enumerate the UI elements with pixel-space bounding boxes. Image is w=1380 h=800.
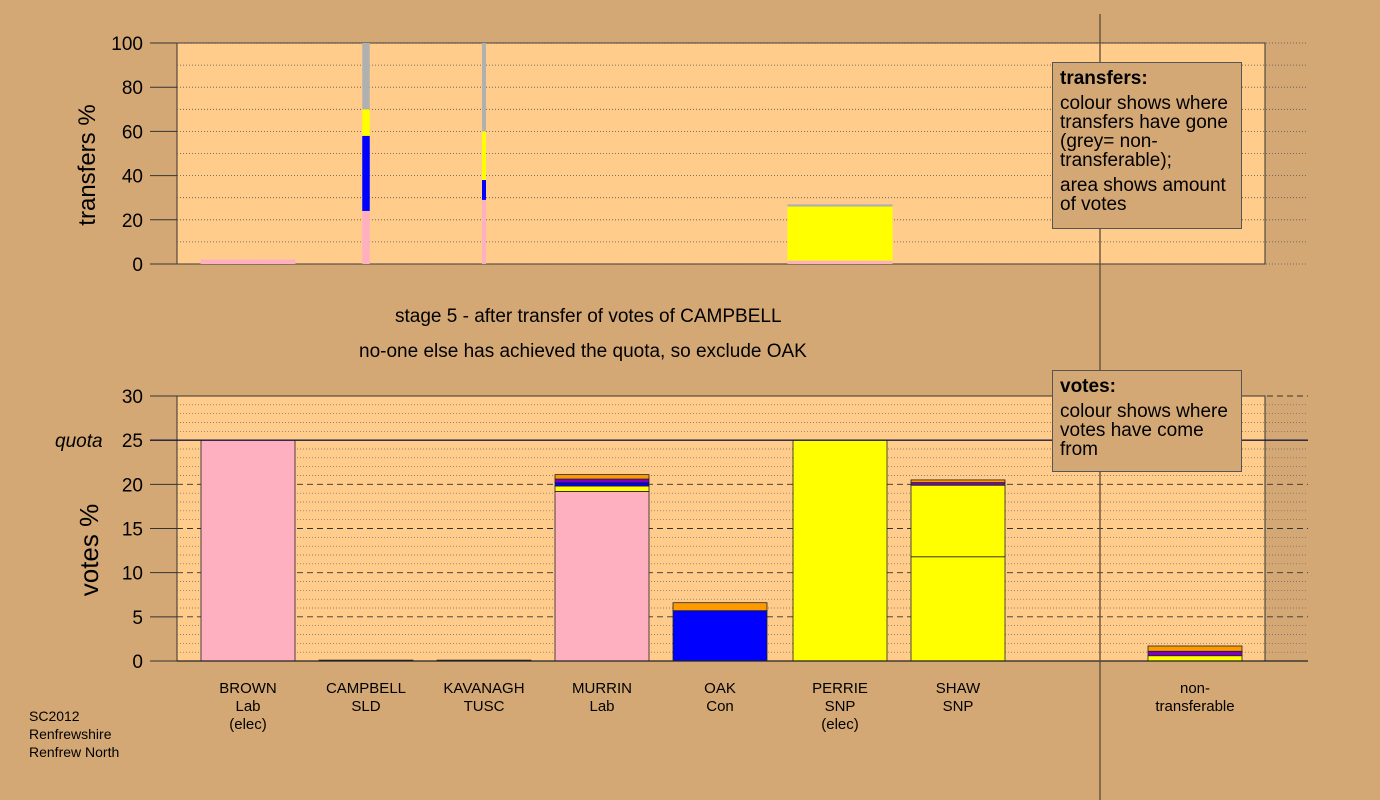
candidate-party: SNP — [942, 698, 974, 715]
candidate-note: (elec) — [229, 716, 267, 733]
candidate-party: TUSC — [463, 698, 505, 715]
footer-ward: Renfrew North — [29, 744, 120, 760]
transfers-y-tick: 100 — [111, 34, 143, 55]
candidate-label: SHAW SNP — [903, 680, 1013, 716]
candidate-label: CAMPBELL SLD — [311, 680, 421, 716]
votes-y-tick: 15 — [122, 520, 143, 541]
transfers-segment — [787, 206, 893, 261]
transfers-segment — [787, 260, 893, 264]
candidate-name: BROWN — [219, 680, 277, 697]
transfers-segment — [362, 135, 370, 211]
transfers-y-tick: 0 — [132, 255, 143, 276]
candidate-name: OAK — [704, 680, 736, 697]
transfers-segment — [482, 199, 486, 264]
candidate-name: SHAW — [935, 680, 981, 697]
candidate-label: PERRIE SNP (elec) — [785, 680, 895, 734]
votes-bar-segment — [554, 490, 650, 662]
transfers-y-tick: 60 — [122, 122, 143, 143]
votes-bar-segment — [672, 610, 768, 662]
candidate-label: OAK Con — [665, 680, 775, 716]
transfers-segment — [362, 210, 370, 264]
candidate-note: (elec) — [821, 716, 859, 733]
stage-subtitle: no-one else has achieved the quota, so e… — [359, 341, 807, 362]
transfers-legend: transfers: colour shows where transfers … — [1052, 62, 1242, 229]
candidate-label: BROWN Lab (elec) — [193, 680, 303, 734]
votes-y-tick: 10 — [122, 564, 143, 585]
votes-bar-segment — [792, 439, 888, 662]
candidate-name: CAMPBELL — [325, 680, 407, 697]
footer-council: Renfrewshire — [29, 726, 112, 742]
votes-bar-segment — [910, 479, 1006, 483]
candidate-name: non- — [1179, 680, 1211, 697]
transfers-y-tick: 20 — [122, 211, 143, 232]
transfers-segment — [362, 43, 370, 110]
candidate-party: transferable — [1155, 698, 1235, 715]
candidate-party: SNP — [824, 698, 856, 715]
candidate-label: MURRIN Lab — [547, 680, 657, 716]
candidate-name: PERRIE — [812, 680, 868, 697]
transfers-segment — [200, 259, 296, 264]
votes-bar-segment — [554, 485, 650, 492]
transfers-y-tick: 80 — [122, 78, 143, 99]
candidate-label: KAVANAGH TUSC — [429, 680, 539, 716]
candidate-party: SLD — [351, 698, 381, 715]
votes-y-tick: 5 — [132, 608, 143, 629]
votes-y-tick: 25 — [122, 431, 143, 452]
votes-legend-heading: votes: — [1060, 376, 1116, 397]
candidate-party: Lab — [589, 698, 615, 715]
transfers-legend-text2: area shows amount of votes — [1060, 175, 1226, 215]
votes-bar-segment — [554, 482, 650, 487]
votes-bar-segment — [1147, 645, 1243, 652]
votes-bar-segment — [554, 474, 650, 480]
votes-bar-segment — [200, 439, 296, 662]
transfers-segment — [787, 204, 893, 207]
votes-legend-text: colour shows where votes have come from — [1060, 401, 1228, 460]
candidate-name: KAVANAGH — [443, 680, 525, 697]
votes-bar-segment — [554, 478, 650, 483]
votes-y-tick: 0 — [132, 652, 143, 673]
votes-bar-segment — [910, 556, 1006, 662]
votes-bar-segment — [910, 484, 1006, 558]
transfers-y-tick: 40 — [122, 167, 143, 188]
candidate-name: MURRIN — [572, 680, 632, 697]
footer-code: SC2012 — [29, 708, 80, 724]
transfers-segment — [362, 109, 370, 136]
votes-bar-segment — [672, 602, 768, 612]
transfers-legend-heading: transfers: — [1060, 68, 1148, 89]
stage-title: stage 5 - after transfer of votes of CAM… — [395, 306, 782, 327]
transfers-segment — [482, 180, 486, 200]
votes-y-tick: 20 — [122, 475, 143, 496]
votes-y-axis-label: votes % — [74, 504, 104, 597]
candidate-label: non-transferable — [1140, 680, 1250, 716]
candidate-party: Lab — [235, 698, 261, 715]
quota-label: quota — [55, 431, 103, 452]
transfers-legend-text: colour shows where transfers have gone (… — [1060, 93, 1228, 171]
candidate-party: Con — [706, 698, 734, 715]
transfers-y-axis-label: transfers % — [74, 104, 101, 225]
footer: SC2012 Renfrewshire Renfrew North — [29, 707, 119, 761]
votes-bar-segment — [1147, 650, 1243, 657]
votes-legend: votes: colour shows where votes have com… — [1052, 370, 1242, 472]
transfers-segment — [482, 43, 486, 132]
votes-bar-segment — [1147, 655, 1243, 662]
transfers-segment — [482, 131, 486, 181]
votes-y-tick: 30 — [122, 387, 143, 408]
